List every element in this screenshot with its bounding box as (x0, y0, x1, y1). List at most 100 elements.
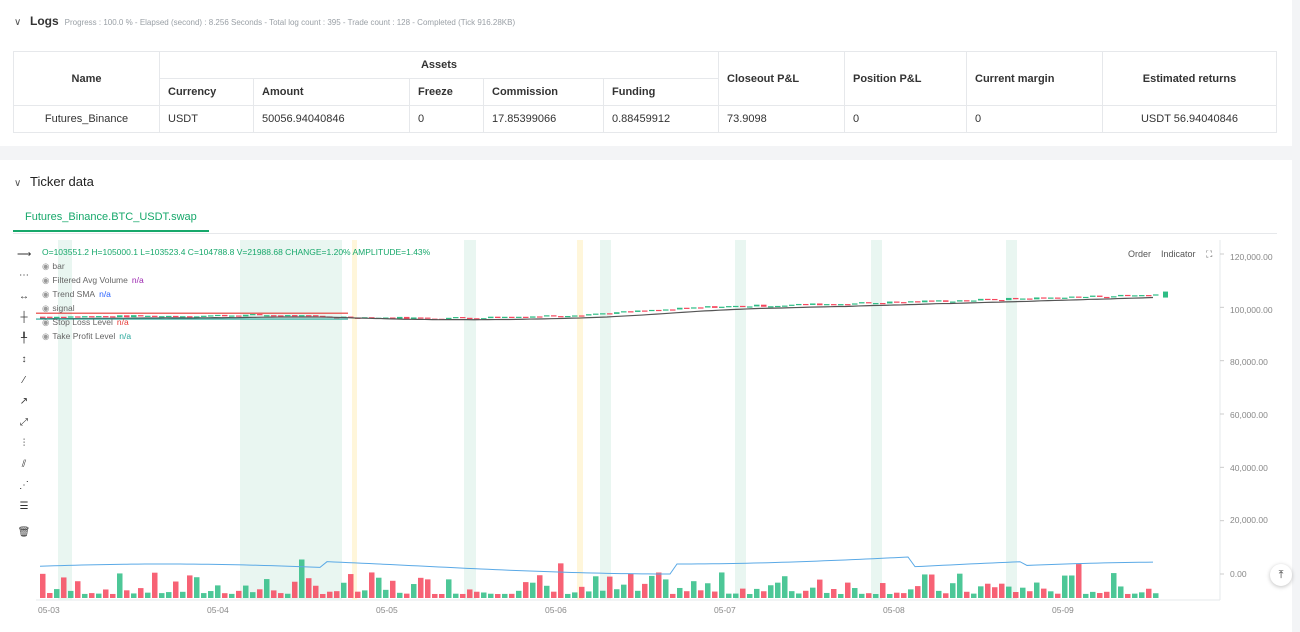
volume-bar (775, 582, 781, 598)
tab-btc-usdt-swap[interactable]: Futures_Binance.BTC_USDT.swap (13, 204, 209, 232)
order-button[interactable]: Order (1128, 249, 1152, 259)
volume-bar (418, 577, 424, 598)
volume-bar (75, 581, 81, 598)
vertical-ray-tool-icon[interactable]: ╀ (20, 333, 28, 344)
volume-bar (474, 591, 480, 598)
candle (565, 315, 571, 318)
candle (481, 318, 487, 320)
volume-bar (1069, 575, 1075, 598)
ray-tool-icon[interactable]: ↗ (19, 396, 29, 407)
candle (642, 310, 648, 312)
candle (600, 313, 606, 315)
volume-bar (1041, 588, 1047, 598)
eye-icon[interactable]: ◉ (42, 303, 50, 313)
volume-bar (803, 590, 809, 598)
volume-bar (369, 572, 375, 598)
indicator-button[interactable]: Indicator (1161, 249, 1196, 259)
candle (950, 301, 956, 303)
candle (159, 316, 165, 318)
volume-bar (285, 593, 291, 598)
candle (425, 317, 431, 319)
eye-icon[interactable]: ◉ (42, 289, 50, 299)
fibonacci-tool-icon[interactable]: ☰ (19, 501, 29, 512)
trend-line-tool-icon[interactable]: ⁄ (23, 375, 25, 386)
logs-header[interactable]: ∨ Logs Progress : 100.0 % - Elapsed (sec… (14, 14, 515, 28)
candle (110, 316, 116, 318)
volume-bar (964, 591, 970, 598)
volume-bar (740, 588, 746, 598)
volume-bar (187, 575, 193, 598)
volume-bar (404, 593, 410, 598)
candle (537, 316, 543, 318)
horizontal-ray-tool-icon[interactable]: ⋯ (19, 270, 29, 281)
signal-band (352, 240, 357, 600)
ticker-panel: ∨ Ticker data Futures_Binance.BTC_USDT.s… (0, 160, 1292, 632)
candle (747, 306, 753, 308)
candle (488, 316, 494, 319)
ohlc-readout: O=103551.2 H=105000.1 L=103523.4 C=10478… (42, 247, 431, 257)
legend-signal[interactable]: ◉ signal (42, 303, 75, 313)
cell-amount: 50056.94040846 (253, 105, 410, 133)
candle (1104, 296, 1110, 299)
price-range-tool-icon[interactable]: ⫶ (22, 438, 26, 449)
assets-table: Name Assets Closeout P&L Position P&L Cu… (13, 51, 1277, 133)
volume-bar (1034, 582, 1040, 598)
candle (1132, 295, 1138, 297)
candle (285, 315, 291, 317)
eye-icon[interactable]: ◉ (42, 261, 50, 271)
volume-bar (551, 591, 557, 598)
volume-bar (208, 591, 214, 598)
legend-filtered-avg-volume[interactable]: ◉ Filtered Avg Volume n/a (42, 275, 144, 285)
candle (698, 307, 704, 309)
volume-bar (327, 591, 333, 598)
volume-bar (47, 593, 53, 598)
legend-trend-sma[interactable]: ◉ Trend SMA n/a (42, 289, 111, 299)
ticker-header[interactable]: ∨ Ticker data (14, 174, 94, 189)
vertical-line-tool-icon[interactable]: ┼ (20, 312, 28, 323)
candle (1139, 295, 1145, 297)
volume-bar (1153, 593, 1159, 598)
volume-bar (789, 591, 795, 598)
parallel-channel-tool-icon[interactable]: ⫽ (21, 459, 27, 470)
scroll-to-top-button[interactable]: ⤒ (1270, 564, 1292, 586)
chevron-down-icon[interactable]: ∨ (14, 178, 22, 189)
volume-bar (894, 592, 900, 598)
candle (859, 302, 865, 304)
price-chart[interactable] (0, 160, 1292, 632)
volume-bar (439, 593, 445, 598)
candle (649, 309, 655, 312)
candle (873, 303, 879, 305)
legend-take-profit[interactable]: ◉ Take Profit Level n/a (42, 331, 132, 341)
eye-icon[interactable]: ◉ (42, 331, 50, 341)
candle (68, 316, 74, 318)
candle (82, 316, 88, 318)
candle (922, 300, 928, 303)
cell-returns: USDT 56.94040846 (1102, 105, 1277, 133)
y-tick: 60,000.00 (1230, 410, 1268, 420)
legend-bar[interactable]: ◉ bar (42, 261, 65, 271)
candle (789, 304, 795, 306)
candle (684, 307, 690, 309)
chevron-down-icon[interactable]: ∨ (14, 17, 22, 28)
candle (1069, 296, 1075, 298)
candle (229, 315, 235, 317)
volume-bar (222, 593, 228, 598)
legend-stop-loss[interactable]: ◉ Stop Loss Level n/a (42, 317, 129, 327)
vertical-segment-tool-icon[interactable]: ↕ (21, 354, 27, 365)
eye-icon[interactable]: ◉ (42, 275, 50, 285)
x-tick: 05-07 (714, 605, 736, 615)
volume-bar (334, 591, 340, 598)
fullscreen-icon[interactable]: ⛶ (1206, 249, 1213, 259)
eye-icon[interactable]: ◉ (42, 317, 50, 327)
arrow-tool-icon[interactable]: ⤢ (20, 417, 28, 428)
volume-bar (40, 573, 46, 598)
candle (866, 302, 872, 304)
trash-icon[interactable]: 🗑 (17, 527, 31, 538)
pitchfork-tool-icon[interactable]: ⋰ (19, 480, 29, 491)
horizontal-line-tool-icon[interactable]: ⟶ (17, 249, 32, 260)
volume-bar (425, 579, 431, 598)
volume-bar (159, 593, 165, 598)
candle (1062, 297, 1068, 299)
extended-line-tool-icon[interactable]: ↔ (19, 291, 29, 302)
volume-bar (194, 577, 200, 598)
